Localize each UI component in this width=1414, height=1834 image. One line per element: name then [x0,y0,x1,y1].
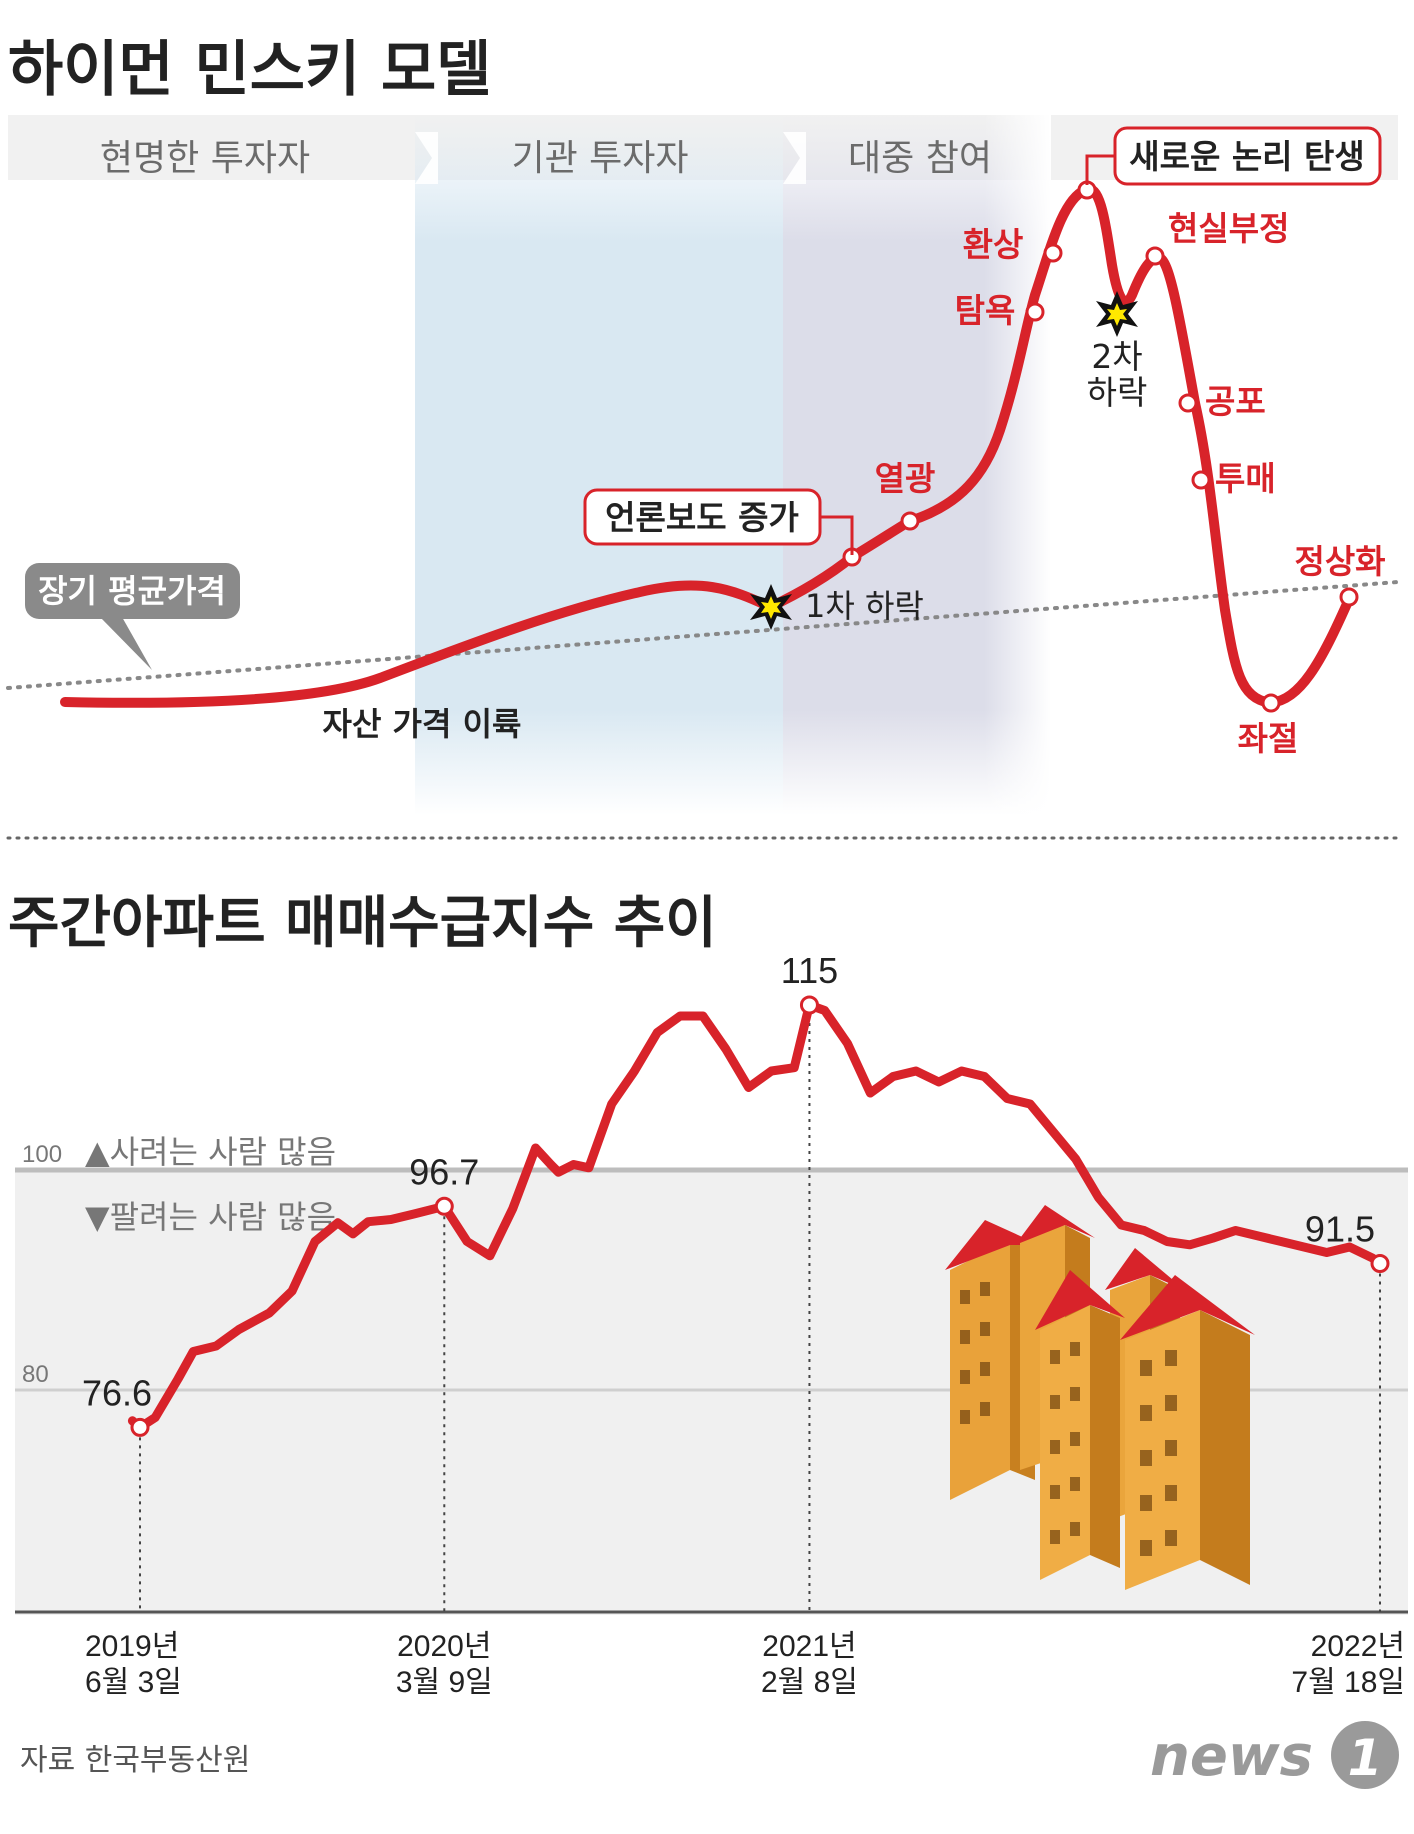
value-label: 96.7 [409,1151,479,1192]
date-guides [139,1015,1381,1612]
marker-point [1025,302,1045,322]
source-note: 자료 한국부동산원 [20,1743,250,1778]
value-label: 76.6 [82,1372,152,1413]
news1-logo: news 1 [1150,1721,1399,1789]
label-denial: 현실부정 [1168,209,1289,248]
marker-point [1043,243,1063,263]
minsky-curve [60,184,1355,708]
marker-point [1261,693,1281,713]
highlight-point [1370,1254,1390,1273]
label-euphoria: 열광 [875,459,936,498]
label-normalization: 정상화 [1294,542,1385,581]
marker-point [1191,470,1211,490]
minsky-panel: 하이먼 민스키 모델 현명한 투자자 기관 투자자 대중 참여 장기 평균가격 [6,35,1400,815]
news1-logo-text: news [1150,1724,1313,1789]
value-label: 91.5 [1305,1209,1375,1250]
index-title: 주간아파트 매매수급지수 추이 [8,891,717,956]
phase-arrow-1 [415,132,438,184]
value-labels: 76.6 96.7 115 91.5 [82,950,1375,1413]
star-first-drop-icon [750,584,792,630]
star-second-drop-icon [1096,291,1138,337]
label-first-drop: 1차 하락 [805,587,924,625]
x-axis-label: 2020년 3월 9일 [396,1630,493,1699]
label-new-logic: 새로운 논리 탄생 [1129,137,1365,176]
svg-text:1: 1 [1348,1729,1383,1787]
phase-label-public: 대중 참여 [848,138,992,179]
phase-label-smart: 현명한 투자자 [100,138,310,179]
index-panel: 주간아파트 매매수급지수 추이 100 80 ▲사려는 사람 많음 ▼팔려는 사… [8,891,1408,1789]
apartment-buildings-icon [945,1205,1255,1590]
highlight-point [434,1196,454,1216]
x-axis-label: 2022년 7월 18일 [1291,1630,1405,1699]
phase-arrow-2 [783,132,806,184]
callout-media: 언론보도 증가 [583,488,854,555]
marker-point [1339,587,1359,607]
phase-band-institutional [415,115,783,815]
phase-label-institutional: 기관 투자자 [511,138,688,179]
label-despair: 좌절 [1238,719,1299,758]
label-greed: 탐욕 [955,291,1016,330]
marker-point [1145,246,1165,266]
label-capitulation: 투매 [1215,459,1276,498]
minsky-title: 하이먼 민스키 모델 [8,35,491,105]
highlight-point [130,1417,150,1437]
label-media-coverage: 언론보도 증가 [605,498,799,537]
long-term-average-line [6,580,1400,690]
label-fear: 공포 [1205,382,1266,421]
highlight-points [130,995,1390,1437]
y-tick-100: 100 [22,1141,62,1168]
x-axis-label: 2021년 2월 8일 [761,1630,858,1699]
y-tick-80: 80 [22,1361,49,1388]
x-axis-label: 2019년 6월 3일 [85,1630,182,1699]
marker-point [1178,393,1198,413]
note-buyers: ▲사려는 사람 많음 [85,1133,336,1171]
value-label: 115 [781,950,838,991]
label-delusion: 환상 [963,225,1024,264]
x-axis-labels: 2019년 6월 3일 2020년 3월 9일 2021년 2월 8일 2022년 7월 18… [85,1630,1405,1699]
callout-new-logic: 새로운 논리 탄생 [1085,126,1382,186]
marker-point [900,511,920,531]
label-second-drop: 2차 하락 [1087,337,1148,412]
long-term-average-label: 장기 평균가격 [38,572,226,610]
highlight-point [799,995,819,1015]
index-series-line [127,1000,1385,1432]
label-takeoff: 자산 가격 이륙 [323,705,522,743]
long-term-average-callout: 장기 평균가격 [25,563,240,670]
note-sellers: ▼팔려는 사람 많음 [85,1198,336,1236]
